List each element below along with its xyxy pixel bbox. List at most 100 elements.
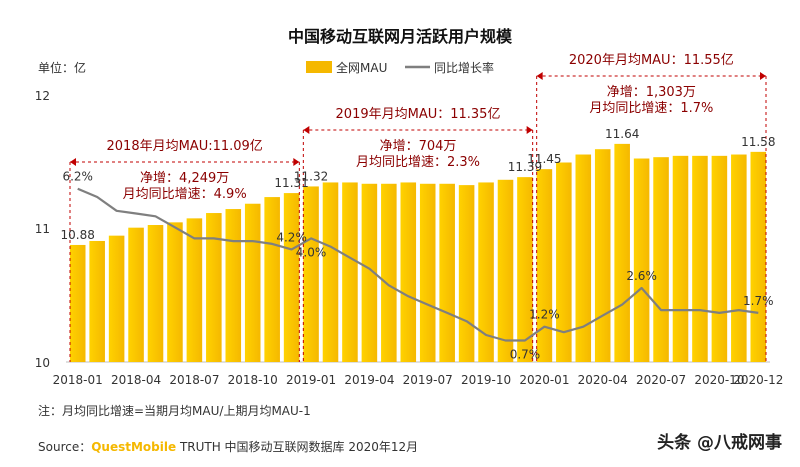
bar-2018-07	[186, 218, 203, 362]
annotation-arrow-left	[536, 72, 543, 80]
x-tick-label: 2020-12	[733, 373, 783, 387]
y-tick-label: 12	[35, 89, 50, 103]
x-tick-label: 2018-01	[53, 373, 103, 387]
line-data-label: 6.2%	[62, 170, 93, 184]
bar-2018-09	[225, 209, 242, 362]
x-tick-label: 2020-01	[519, 373, 569, 387]
x-tick-label: 2019-01	[286, 373, 336, 387]
x-tick-label: 2019-04	[344, 373, 394, 387]
bar-2019-01	[303, 186, 319, 362]
bar-2020-12	[750, 151, 767, 362]
x-tick-label: 2020-04	[578, 373, 628, 387]
annotation-net: 净增：704万	[380, 139, 457, 154]
bar-2019-04	[361, 183, 378, 362]
annotation-arrow-left	[303, 126, 310, 134]
x-tick-label: 2018-10	[228, 373, 278, 387]
annotation-arrow-right	[293, 158, 300, 166]
annotation-arrow-right	[760, 72, 766, 80]
bar-2019-11	[497, 179, 514, 362]
x-tick-label: 2019-07	[403, 373, 453, 387]
bar-2020-08	[672, 155, 689, 362]
bar-data-label: 11.31	[274, 176, 308, 190]
y-tick-label: 11	[35, 222, 50, 236]
bar-2020-05	[614, 143, 630, 362]
bar-data-label: 11.58	[741, 135, 775, 149]
bar-2019-02	[322, 182, 339, 362]
bar-2019-03	[342, 182, 358, 362]
line-data-label: 4.0%	[296, 245, 327, 259]
bar-data-label: 11.32	[294, 169, 328, 183]
bar-2020-03	[575, 154, 592, 362]
bar-2020-06	[633, 158, 650, 362]
bar-data-label: 11.64	[605, 127, 639, 141]
y-tick-label: 10	[35, 356, 50, 370]
bar-2019-10	[478, 182, 494, 362]
bar-data-label: 11.39	[508, 160, 542, 174]
annotation-growth: 月均同比增速：2.3%	[356, 155, 480, 170]
line-data-label: 0.7%	[510, 347, 541, 361]
line-data-label: 2.6%	[626, 269, 657, 283]
bar-2018-05	[147, 225, 164, 362]
bar-2020-01	[536, 169, 553, 362]
bar-2019-05	[381, 183, 397, 362]
annotation-growth: 月均同比增速：4.9%	[123, 187, 247, 202]
bar-2020-07	[653, 157, 669, 362]
annotation-avg: 2019年月均MAU：11.35亿	[336, 107, 501, 122]
y-unit-label: 单位：亿	[38, 60, 86, 75]
footnote: 注：月均同比增速=当期月均MAU/上期月均MAU-1	[38, 404, 311, 418]
source-line: Source：QuestMobile TRUTH 中国移动互联网数据库 2020…	[38, 438, 418, 455]
bar-2018-06	[167, 222, 183, 362]
y-axis: 12 11 10	[35, 89, 50, 370]
legend-bar-label: 全网MAU	[336, 60, 387, 75]
bar-2020-11	[731, 154, 747, 362]
x-tick-label: 2020-07	[636, 373, 686, 387]
source-rest: TRUTH 中国移动互联网数据库 2020年12月	[176, 440, 419, 454]
watermark: 头条 @八戒网事	[657, 433, 782, 453]
x-tick-label: 2019-10	[461, 373, 511, 387]
chart-title: 中国移动互联网月活跃用户规模	[288, 27, 513, 46]
annotation-arrow-left	[70, 158, 76, 166]
bar-2018-12	[283, 193, 300, 362]
source-prefix: Source：	[38, 440, 92, 454]
bar-data-label: 11.45	[527, 152, 561, 166]
bar-2020-09	[692, 155, 708, 362]
x-axis-ticks: 2018-01 2018-04 2018-07 2018-10 2019-01 2019-…	[53, 373, 784, 387]
annotation-arrow-right	[526, 126, 533, 134]
bar-data-label: 10.88	[61, 228, 95, 242]
bar-2018-04	[128, 227, 144, 362]
x-tick-label: 2020-10	[694, 373, 744, 387]
bar-2019-07	[419, 183, 436, 362]
bar-2019-12	[517, 177, 533, 362]
annotation-growth: 月均同比增速：1.7%	[589, 101, 713, 116]
bar-2020-02	[556, 162, 572, 362]
x-tick-label: 2018-07	[169, 373, 219, 387]
bar-2019-09	[458, 185, 475, 362]
legend-line-label: 同比增长率	[434, 60, 494, 75]
line-data-label: 1.7%	[743, 294, 774, 308]
growth-line	[77, 187, 759, 342]
annotation-avg: 2020年月均MAU：11.55亿	[569, 53, 734, 68]
legend-bar-swatch	[306, 61, 332, 73]
line-data-label: 4.2%	[276, 230, 307, 244]
source-brand: QuestMobile	[91, 440, 177, 454]
bar-2018-10	[244, 203, 261, 362]
bar-2018-02	[89, 240, 105, 362]
bar-2020-04	[594, 149, 611, 362]
bar-2018-03	[108, 235, 125, 362]
bar-2018-08	[206, 213, 222, 362]
line-data-label: 1.2%	[529, 308, 560, 322]
bar-2018-01	[69, 244, 86, 362]
annotation-net: 净增：1,303万	[607, 85, 696, 100]
bar-2019-08	[439, 183, 455, 362]
bar-2020-10	[711, 155, 728, 362]
legend: 全网MAU 同比增长率	[306, 60, 494, 75]
x-tick-label: 2018-04	[111, 373, 161, 387]
bar-2018-11	[264, 197, 280, 362]
annotation-net: 净增：4,249万	[140, 171, 229, 186]
bar-2019-06	[400, 182, 417, 362]
annotation-avg: 2018年月均MAU:11.09亿	[107, 139, 263, 154]
line-series	[77, 187, 759, 342]
